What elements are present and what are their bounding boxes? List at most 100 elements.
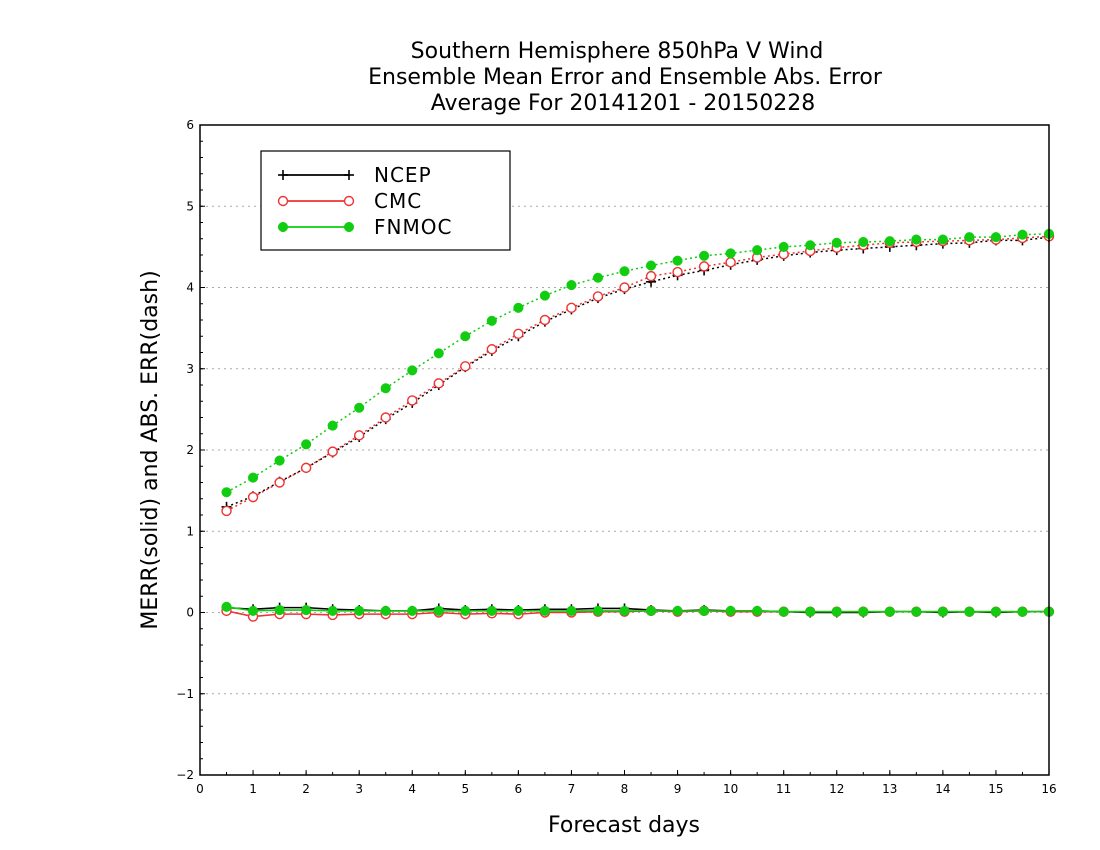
legend-entry-fnmoc: FNMOC [277,215,451,239]
abs-err-point-fnmoc [1017,229,1028,240]
title-line-3: Average For 20141201 - 20150228 [431,91,816,116]
x-tick-label: 9 [674,782,682,796]
abs-err-point-fnmoc [858,236,869,248]
title-line-2: Ensemble Mean Error and Ensemble Abs. Er… [368,65,883,90]
x-tick-label: 15 [988,782,1003,796]
abs-err-point-cmc [645,270,657,282]
abs-err-point-cmc [433,378,444,389]
abs-err-point-fnmoc [380,383,391,394]
abs-err-point-fnmoc [752,245,763,256]
abs-err-point-fnmoc [990,232,1001,243]
x-tick-label: 2 [302,782,310,796]
merr-point-fnmoc [301,605,312,616]
abs-err-point-cmc [300,462,312,474]
title-line-1: Southern Hemisphere 850hPa V Wind [411,39,824,64]
abs-err-point-fnmoc [619,266,630,277]
legend-entry-cmc: CMC [277,189,422,213]
legend-label-cmc: CMC [374,189,422,213]
y-tick-label: −2 [176,768,194,782]
y-tick-label: −1 [176,687,194,701]
series-ncep [221,232,1054,618]
merr-point-fnmoc [407,605,418,616]
merr-point-fnmoc [752,605,763,616]
series-fnmoc [221,228,1055,617]
merr-point-fnmoc [1017,606,1028,617]
x-tick-label: 3 [355,782,363,796]
abs-err-point-cmc [407,395,418,406]
merr-point-fnmoc [990,606,1001,617]
x-tick-label: 0 [196,782,204,796]
merr-point-fnmoc [884,606,895,617]
abs-err-point-cmc [513,328,524,340]
gridlines [200,205,1049,695]
merr-point-fnmoc [778,606,789,617]
legend-marker-cmc [277,195,289,207]
merr-point-fnmoc [831,606,842,617]
abs-err-point-fnmoc [805,240,816,251]
abs-err-point-cmc [592,291,604,302]
x-tick-label: 12 [829,782,844,796]
series-cmc [221,231,1055,622]
abs-err-point-cmc [698,261,710,272]
x-tick-label: 6 [515,782,523,796]
abs-err-point-fnmoc [937,234,948,245]
abs-err-point-cmc [274,477,285,488]
abs-err-point-fnmoc [592,272,604,283]
merr-point-fnmoc [805,606,816,617]
merr-point-fnmoc [937,606,948,617]
merr-point-fnmoc [725,605,736,616]
abs-err-point-fnmoc [672,255,683,266]
abs-err-line-cmc [226,235,1050,512]
legend-marker-cmc [343,195,355,207]
abs-err-point-cmc [539,314,551,326]
abs-err-point-fnmoc [778,241,789,252]
abs-err-point-fnmoc [433,348,444,359]
merr-point-fnmoc [672,605,683,616]
abs-err-point-cmc [327,446,338,457]
abs-err-point-fnmoc [513,302,524,313]
merr-point-fnmoc [380,605,391,616]
abs-err-point-fnmoc [221,487,232,498]
y-axis-title: MERR(solid) and ABS. ERR(dash) [138,270,163,629]
x-tick-label: 16 [1041,782,1056,796]
abs-err-point-fnmoc [831,237,842,248]
x-tick-label: 7 [568,782,576,796]
y-tick-label: 2 [186,443,194,457]
merr-point-fnmoc [460,605,471,616]
abs-err-point-cmc [380,412,391,423]
merr-point-fnmoc [486,605,497,616]
abs-err-point-fnmoc [274,455,285,466]
x-tick-label: 8 [621,782,629,796]
abs-err-point-cmc [460,361,471,372]
abs-err-point-fnmoc [248,472,259,483]
merr-point-fnmoc [539,605,550,616]
abs-err-point-cmc [353,430,365,441]
abs-err-line-fnmoc [226,233,1050,493]
merr-point-fnmoc [221,601,232,612]
x-axis-title: Forecast days [548,813,700,838]
merr-point-fnmoc [354,605,365,616]
abs-err-point-cmc [221,505,232,517]
y-tick-label: 0 [186,606,194,620]
merr-point-fnmoc [274,605,285,616]
legend-entry-ncep: NCEP [278,163,431,187]
abs-err-point-fnmoc [645,260,657,271]
series-layer [221,228,1055,622]
x-tick-label: 11 [776,782,791,796]
x-tick-label: 4 [408,782,416,796]
abs-err-point-fnmoc [539,290,550,301]
abs-err-point-fnmoc [327,420,338,431]
abs-err-point-cmc [566,302,577,314]
abs-err-point-fnmoc [699,250,710,261]
merr-point-fnmoc [248,605,259,616]
merr-point-fnmoc [619,605,630,616]
x-tick-label: 14 [935,782,950,796]
x-tick-label: 5 [461,782,469,796]
y-tick-label: 5 [186,199,194,213]
x-tick-label: 10 [723,782,738,796]
merr-point-fnmoc [513,605,524,616]
abs-err-point-cmc [247,491,259,503]
abs-err-point-fnmoc [911,234,922,245]
